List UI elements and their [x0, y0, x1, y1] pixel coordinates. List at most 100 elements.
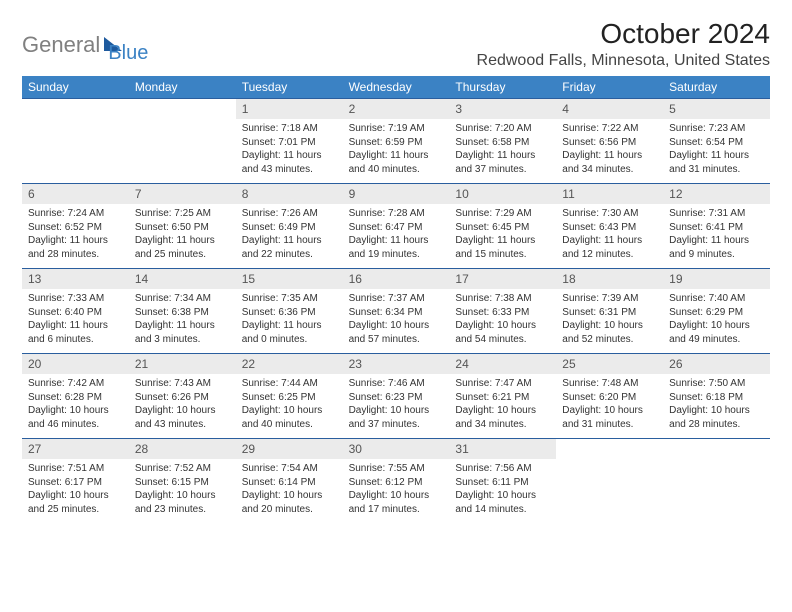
day-cell: 10Sunrise: 7:29 AMSunset: 6:45 PMDayligh… — [449, 184, 556, 268]
day-number: 4 — [556, 99, 663, 119]
day-cell: 5Sunrise: 7:23 AMSunset: 6:54 PMDaylight… — [663, 99, 770, 183]
day-number: 27 — [22, 439, 129, 459]
day-cell: 12Sunrise: 7:31 AMSunset: 6:41 PMDayligh… — [663, 184, 770, 268]
day-cell: 2Sunrise: 7:19 AMSunset: 6:59 PMDaylight… — [343, 99, 450, 183]
day-number: 25 — [556, 354, 663, 374]
day-number: 5 — [663, 99, 770, 119]
day-cell: 20Sunrise: 7:42 AMSunset: 6:28 PMDayligh… — [22, 354, 129, 438]
day-number: 28 — [129, 439, 236, 459]
day-number: 12 — [663, 184, 770, 204]
day-details: Sunrise: 7:48 AMSunset: 6:20 PMDaylight:… — [556, 374, 663, 435]
day-cell: 16Sunrise: 7:37 AMSunset: 6:34 PMDayligh… — [343, 269, 450, 353]
day-number: 19 — [663, 269, 770, 289]
day-number: 24 — [449, 354, 556, 374]
weekday-label: Thursday — [449, 76, 556, 98]
day-number: 23 — [343, 354, 450, 374]
day-details: Sunrise: 7:30 AMSunset: 6:43 PMDaylight:… — [556, 204, 663, 265]
day-details: Sunrise: 7:38 AMSunset: 6:33 PMDaylight:… — [449, 289, 556, 350]
calendar: SundayMondayTuesdayWednesdayThursdayFrid… — [22, 76, 770, 523]
day-number: 20 — [22, 354, 129, 374]
day-number: 2 — [343, 99, 450, 119]
day-number: 17 — [449, 269, 556, 289]
day-details: Sunrise: 7:56 AMSunset: 6:11 PMDaylight:… — [449, 459, 556, 520]
day-cell: 1Sunrise: 7:18 AMSunset: 7:01 PMDaylight… — [236, 99, 343, 183]
day-cell: 7Sunrise: 7:25 AMSunset: 6:50 PMDaylight… — [129, 184, 236, 268]
day-number: 9 — [343, 184, 450, 204]
day-cell: 14Sunrise: 7:34 AMSunset: 6:38 PMDayligh… — [129, 269, 236, 353]
day-details: Sunrise: 7:22 AMSunset: 6:56 PMDaylight:… — [556, 119, 663, 180]
day-details: Sunrise: 7:43 AMSunset: 6:26 PMDaylight:… — [129, 374, 236, 435]
day-details: Sunrise: 7:28 AMSunset: 6:47 PMDaylight:… — [343, 204, 450, 265]
day-cell: 24Sunrise: 7:47 AMSunset: 6:21 PMDayligh… — [449, 354, 556, 438]
day-cell — [22, 99, 129, 183]
day-cell: 21Sunrise: 7:43 AMSunset: 6:26 PMDayligh… — [129, 354, 236, 438]
day-number: 6 — [22, 184, 129, 204]
week-row: 6Sunrise: 7:24 AMSunset: 6:52 PMDaylight… — [22, 183, 770, 268]
day-number: 21 — [129, 354, 236, 374]
day-cell: 3Sunrise: 7:20 AMSunset: 6:58 PMDaylight… — [449, 99, 556, 183]
day-details: Sunrise: 7:39 AMSunset: 6:31 PMDaylight:… — [556, 289, 663, 350]
day-cell: 31Sunrise: 7:56 AMSunset: 6:11 PMDayligh… — [449, 439, 556, 523]
day-number: 11 — [556, 184, 663, 204]
day-details: Sunrise: 7:40 AMSunset: 6:29 PMDaylight:… — [663, 289, 770, 350]
weekday-header: SundayMondayTuesdayWednesdayThursdayFrid… — [22, 76, 770, 98]
day-number: 3 — [449, 99, 556, 119]
day-number: 30 — [343, 439, 450, 459]
day-cell: 22Sunrise: 7:44 AMSunset: 6:25 PMDayligh… — [236, 354, 343, 438]
logo: General Blue — [22, 18, 148, 65]
day-cell: 9Sunrise: 7:28 AMSunset: 6:47 PMDaylight… — [343, 184, 450, 268]
day-cell: 11Sunrise: 7:30 AMSunset: 6:43 PMDayligh… — [556, 184, 663, 268]
weekday-label: Sunday — [22, 76, 129, 98]
day-details: Sunrise: 7:47 AMSunset: 6:21 PMDaylight:… — [449, 374, 556, 435]
day-cell — [129, 99, 236, 183]
day-cell: 17Sunrise: 7:38 AMSunset: 6:33 PMDayligh… — [449, 269, 556, 353]
day-cell — [556, 439, 663, 523]
day-cell: 8Sunrise: 7:26 AMSunset: 6:49 PMDaylight… — [236, 184, 343, 268]
day-details: Sunrise: 7:31 AMSunset: 6:41 PMDaylight:… — [663, 204, 770, 265]
day-details: Sunrise: 7:35 AMSunset: 6:36 PMDaylight:… — [236, 289, 343, 350]
week-row: 20Sunrise: 7:42 AMSunset: 6:28 PMDayligh… — [22, 353, 770, 438]
logo-text-blue: Blue — [108, 24, 148, 65]
weekday-label: Saturday — [663, 76, 770, 98]
month-title: October 2024 — [477, 18, 770, 50]
day-number: 22 — [236, 354, 343, 374]
week-row: 1Sunrise: 7:18 AMSunset: 7:01 PMDaylight… — [22, 98, 770, 183]
logo-text-general: General — [22, 32, 100, 58]
day-details: Sunrise: 7:44 AMSunset: 6:25 PMDaylight:… — [236, 374, 343, 435]
day-details: Sunrise: 7:20 AMSunset: 6:58 PMDaylight:… — [449, 119, 556, 180]
day-details: Sunrise: 7:52 AMSunset: 6:15 PMDaylight:… — [129, 459, 236, 520]
day-details: Sunrise: 7:25 AMSunset: 6:50 PMDaylight:… — [129, 204, 236, 265]
day-cell: 6Sunrise: 7:24 AMSunset: 6:52 PMDaylight… — [22, 184, 129, 268]
day-cell: 19Sunrise: 7:40 AMSunset: 6:29 PMDayligh… — [663, 269, 770, 353]
day-details: Sunrise: 7:29 AMSunset: 6:45 PMDaylight:… — [449, 204, 556, 265]
day-details: Sunrise: 7:26 AMSunset: 6:49 PMDaylight:… — [236, 204, 343, 265]
day-details: Sunrise: 7:23 AMSunset: 6:54 PMDaylight:… — [663, 119, 770, 180]
day-cell: 13Sunrise: 7:33 AMSunset: 6:40 PMDayligh… — [22, 269, 129, 353]
day-cell: 30Sunrise: 7:55 AMSunset: 6:12 PMDayligh… — [343, 439, 450, 523]
day-details: Sunrise: 7:51 AMSunset: 6:17 PMDaylight:… — [22, 459, 129, 520]
day-details: Sunrise: 7:19 AMSunset: 6:59 PMDaylight:… — [343, 119, 450, 180]
day-details: Sunrise: 7:55 AMSunset: 6:12 PMDaylight:… — [343, 459, 450, 520]
day-details: Sunrise: 7:34 AMSunset: 6:38 PMDaylight:… — [129, 289, 236, 350]
day-details: Sunrise: 7:42 AMSunset: 6:28 PMDaylight:… — [22, 374, 129, 435]
day-number: 26 — [663, 354, 770, 374]
day-cell — [663, 439, 770, 523]
week-row: 13Sunrise: 7:33 AMSunset: 6:40 PMDayligh… — [22, 268, 770, 353]
day-details: Sunrise: 7:46 AMSunset: 6:23 PMDaylight:… — [343, 374, 450, 435]
day-details: Sunrise: 7:37 AMSunset: 6:34 PMDaylight:… — [343, 289, 450, 350]
day-cell: 28Sunrise: 7:52 AMSunset: 6:15 PMDayligh… — [129, 439, 236, 523]
weekday-label: Wednesday — [343, 76, 450, 98]
day-cell: 27Sunrise: 7:51 AMSunset: 6:17 PMDayligh… — [22, 439, 129, 523]
day-number: 14 — [129, 269, 236, 289]
day-number: 29 — [236, 439, 343, 459]
day-details: Sunrise: 7:18 AMSunset: 7:01 PMDaylight:… — [236, 119, 343, 180]
day-cell: 23Sunrise: 7:46 AMSunset: 6:23 PMDayligh… — [343, 354, 450, 438]
day-cell: 26Sunrise: 7:50 AMSunset: 6:18 PMDayligh… — [663, 354, 770, 438]
day-number: 8 — [236, 184, 343, 204]
header: General Blue October 2024 Redwood Falls,… — [22, 18, 770, 70]
day-number: 13 — [22, 269, 129, 289]
day-number: 10 — [449, 184, 556, 204]
day-details: Sunrise: 7:54 AMSunset: 6:14 PMDaylight:… — [236, 459, 343, 520]
day-cell: 29Sunrise: 7:54 AMSunset: 6:14 PMDayligh… — [236, 439, 343, 523]
day-details: Sunrise: 7:33 AMSunset: 6:40 PMDaylight:… — [22, 289, 129, 350]
